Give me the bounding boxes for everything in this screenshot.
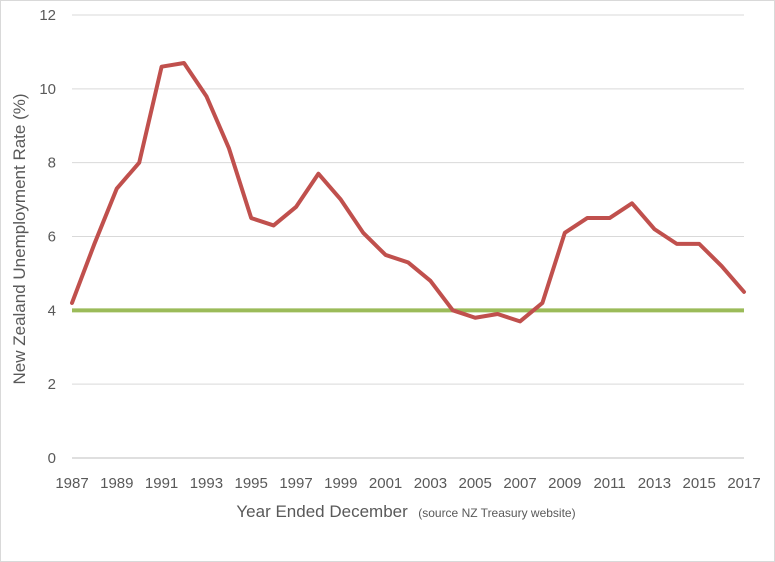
unemployment-series-line	[70, 60, 746, 324]
y-tick-label: 2	[48, 376, 56, 393]
y-tick-label: 8	[48, 155, 56, 172]
y-tick-label: 6	[48, 229, 56, 246]
x-tick-label: 1997	[279, 475, 312, 492]
y-tick-label: 10	[39, 81, 56, 98]
x-tick-label: 1999	[324, 475, 357, 492]
x-tick-label: 2013	[638, 475, 671, 492]
x-tick-label: 1987	[55, 475, 88, 492]
y-tick-label: 12	[39, 7, 56, 24]
grid-layer	[72, 14, 744, 385]
x-axis-title-group: Year Ended December (source NZ Treasury …	[236, 502, 575, 521]
y-tick-label: 4	[48, 302, 56, 319]
x-tick-label: 2017	[727, 475, 760, 492]
x-tick-label: 2009	[548, 475, 581, 492]
x-tick-label: 2007	[503, 475, 536, 492]
x-tick-label: 2011	[593, 475, 625, 492]
x-tick-label: 2015	[683, 475, 716, 492]
y-axis-title: New Zealand Unemployment Rate (%)	[10, 93, 29, 384]
x-tick-label: 2005	[459, 475, 492, 492]
x-tick-label: 2003	[414, 475, 447, 492]
x-tick-label: 1993	[190, 475, 223, 492]
x-tick-label: 1989	[100, 475, 133, 492]
x-tick-label: 1995	[235, 475, 268, 492]
series-layer	[70, 60, 746, 324]
x-tick-label: 2001	[369, 475, 402, 492]
x-axis-note: (source NZ Treasury website)	[418, 506, 575, 520]
y-tick-label: 0	[48, 450, 56, 467]
x-tick-label: 1991	[145, 475, 178, 492]
label-layer: 0 2 4 6 8 10 12 1987 1989 1991 1993 1995 1997 1999 200…	[39, 7, 760, 492]
x-axis-title: Year Ended December	[236, 502, 408, 521]
